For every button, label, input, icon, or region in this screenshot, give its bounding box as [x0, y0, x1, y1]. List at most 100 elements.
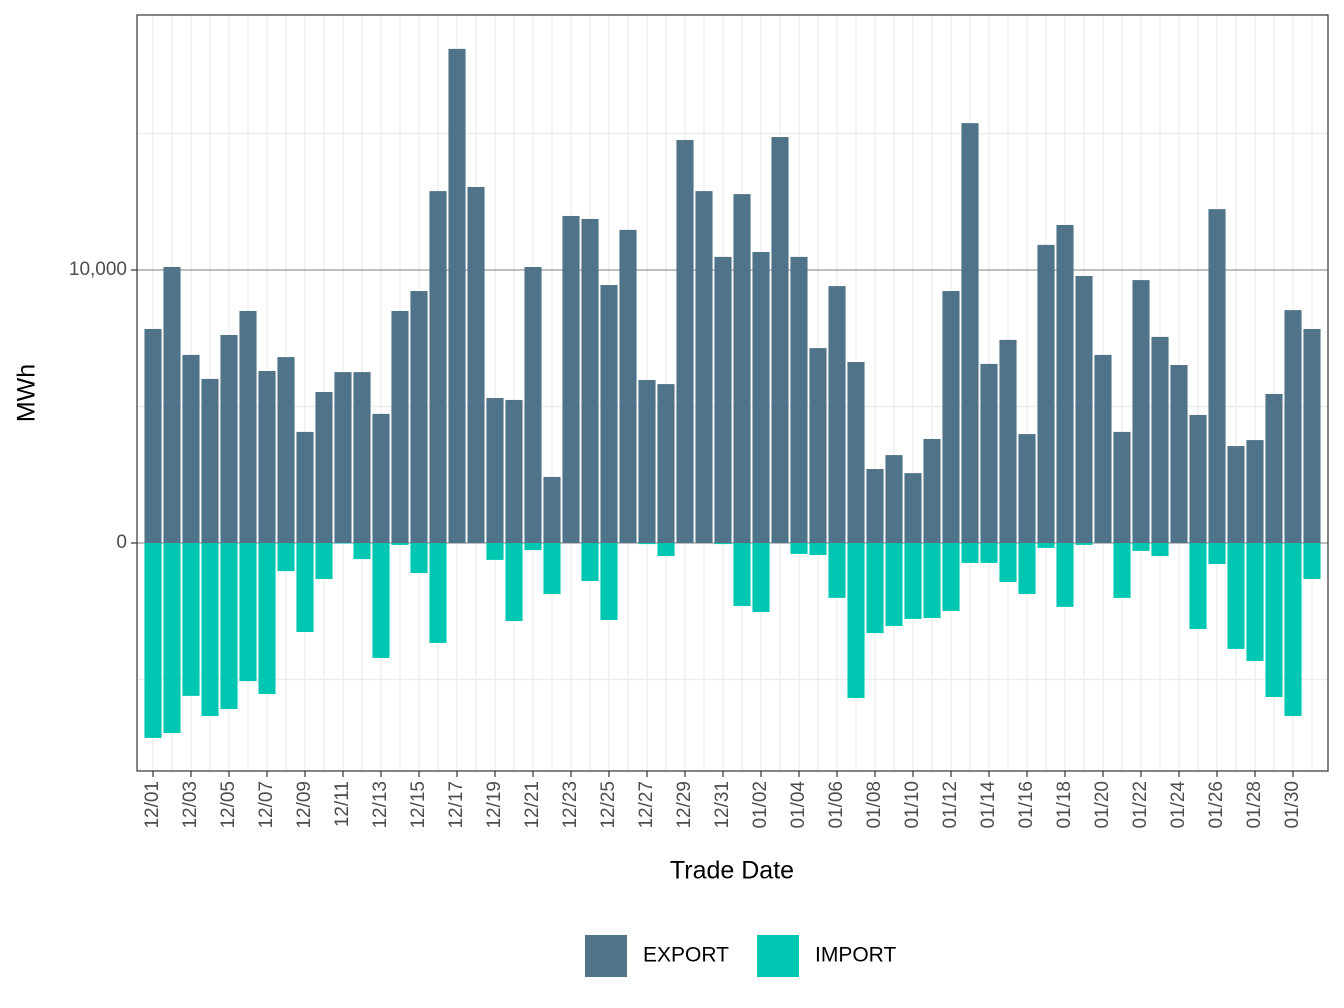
x-tick-label: 01/08: [864, 781, 885, 829]
legend-swatch: [585, 935, 627, 977]
bar: [1303, 542, 1321, 580]
bar: [277, 357, 295, 543]
x-tick-label: 12/29: [674, 781, 695, 829]
legend-label: EXPORT: [643, 944, 729, 967]
x-tick-label: 01/06: [826, 781, 847, 829]
x-tick-label: 12/01: [142, 781, 163, 829]
bar: [429, 191, 447, 543]
x-tick-label: 01/14: [978, 781, 999, 829]
bar: [505, 542, 523, 622]
bar: [1227, 446, 1245, 543]
bar: [1113, 431, 1131, 543]
x-tick-label: 01/12: [940, 781, 961, 829]
bar: [315, 542, 333, 580]
bar: [486, 398, 504, 543]
bar: [790, 542, 808, 554]
y-tick-label: 0: [116, 532, 127, 553]
bar: [258, 371, 276, 543]
bar: [1208, 209, 1226, 543]
bar: [1189, 542, 1207, 629]
bar: [486, 542, 504, 560]
bar: [904, 542, 922, 619]
x-tick-label: 12/09: [294, 781, 315, 829]
bar: [543, 476, 561, 543]
bar: [581, 542, 599, 581]
bar: [1151, 542, 1169, 557]
x-tick-label: 01/20: [1092, 781, 1113, 829]
x-tick-label: 01/30: [1282, 781, 1303, 829]
bar: [1075, 542, 1093, 545]
bar: [296, 431, 314, 543]
x-tick-label: 12/03: [180, 781, 201, 829]
bar: [1246, 542, 1264, 661]
x-tick-label: 12/19: [484, 781, 505, 829]
x-tick-label: 12/27: [636, 781, 657, 829]
x-tick-label: 01/26: [1206, 781, 1227, 829]
bar: [790, 256, 808, 543]
bar: [334, 542, 352, 544]
x-tick-label: 12/31: [712, 781, 733, 829]
bar: [980, 363, 998, 543]
x-tick-label: 01/28: [1244, 781, 1265, 829]
bar: [1056, 224, 1074, 543]
bar: [1132, 542, 1150, 551]
x-tick-label: 01/02: [750, 781, 771, 829]
bar: [296, 542, 314, 632]
bar: [353, 542, 371, 560]
x-tick-label: 12/25: [598, 781, 619, 829]
bar: [980, 542, 998, 563]
bar: [391, 542, 409, 545]
bar: [220, 542, 238, 709]
bar: [182, 542, 200, 696]
bar: [1208, 542, 1226, 565]
bar: [828, 286, 846, 543]
bar: [904, 473, 922, 543]
plot-border: [136, 14, 1329, 772]
bar: [942, 542, 960, 611]
bar: [961, 123, 979, 543]
bar: [201, 378, 219, 543]
x-tick-label: 12/11: [332, 781, 353, 827]
x-tick-label: 12/13: [370, 781, 391, 829]
bar: [638, 380, 656, 543]
bar: [619, 229, 637, 543]
bar: [771, 137, 789, 543]
bar: [695, 191, 713, 543]
bar: [923, 542, 941, 619]
bar: [144, 328, 162, 543]
bar: [733, 542, 751, 607]
bar: [657, 542, 675, 557]
x-tick-label: 01/24: [1168, 781, 1189, 829]
bar: [1246, 440, 1264, 543]
x-tick-label: 01/04: [788, 781, 809, 829]
bar: [163, 267, 181, 543]
x-tick-label: 01/22: [1130, 781, 1151, 829]
bar: [1189, 414, 1207, 543]
x-tick-label: 12/15: [408, 781, 429, 829]
bar: [1227, 542, 1245, 649]
x-tick-label: 12/17: [446, 781, 467, 829]
y-axis-title: MWh: [13, 364, 41, 422]
legend-label: IMPORT: [815, 944, 896, 967]
x-tick-label: 12/07: [256, 781, 277, 829]
x-tick-label: 12/21: [522, 781, 543, 829]
bar: [1037, 542, 1055, 548]
bar: [657, 384, 675, 543]
bar: [923, 438, 941, 543]
bar: [999, 542, 1017, 583]
bar: [847, 362, 865, 543]
bar: [391, 310, 409, 543]
bar: [1265, 393, 1283, 543]
bar: [505, 399, 523, 543]
bar: [942, 291, 960, 543]
x-tick-label: 12/05: [218, 781, 239, 829]
bar: [277, 542, 295, 572]
x-tick-label: 12/23: [560, 781, 581, 829]
x-tick-label: 01/16: [1016, 781, 1037, 829]
bar: [733, 194, 751, 543]
bar: [1284, 542, 1302, 717]
bar: [752, 542, 770, 613]
bar: [220, 334, 238, 543]
bar: [847, 542, 865, 699]
